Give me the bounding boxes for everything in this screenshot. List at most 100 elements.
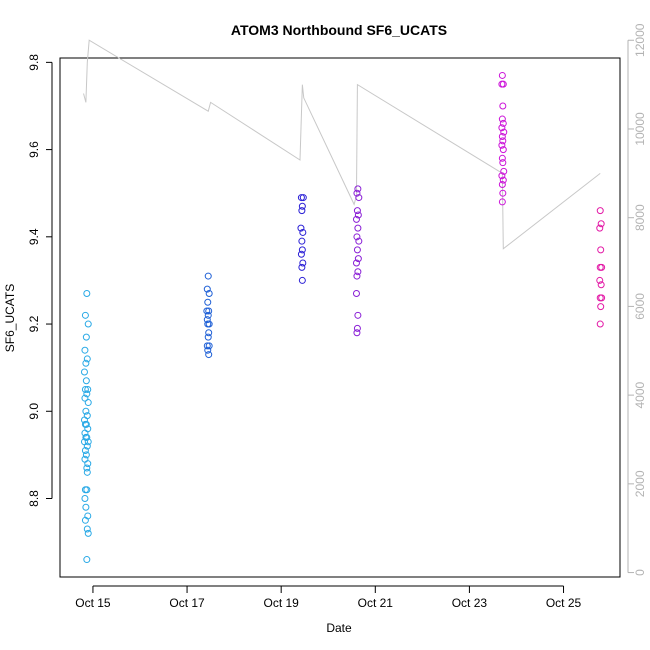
- data-point: [498, 141, 506, 149]
- y-tick-label: 9.6: [27, 141, 41, 158]
- data-point: [204, 311, 212, 319]
- data-point: [297, 194, 305, 202]
- data-point: [81, 346, 89, 354]
- plot-frame: [59, 57, 621, 578]
- data-point: [299, 228, 307, 236]
- data-point: [354, 311, 362, 319]
- x-tick-label: Oct 17: [169, 596, 205, 610]
- data-point: [596, 276, 604, 284]
- data-point: [81, 429, 89, 437]
- data-point: [204, 346, 212, 354]
- data-point: [353, 246, 361, 254]
- data-point: [498, 124, 506, 132]
- x-tick-label: Oct 21: [358, 596, 394, 610]
- data-point: [500, 128, 508, 136]
- y2-tick-label: 2000: [633, 470, 647, 497]
- secondary-line-path: [83, 39, 601, 250]
- data-point: [298, 276, 306, 284]
- data-point: [355, 237, 363, 245]
- data-point: [353, 207, 361, 215]
- data-point: [81, 311, 89, 319]
- x-tick-label: Oct 19: [263, 596, 299, 610]
- data-point: [83, 525, 91, 533]
- y-axis-label: SF6_UCATS: [3, 284, 17, 352]
- data-point: [81, 447, 89, 455]
- data-point: [84, 320, 92, 328]
- y-tick-label: 8.8: [27, 490, 41, 507]
- x-tick-label: Oct 23: [452, 596, 488, 610]
- data-point: [298, 263, 306, 271]
- data-point: [354, 268, 362, 276]
- data-point: [354, 255, 362, 263]
- data-point: [499, 176, 507, 184]
- data-point: [82, 451, 90, 459]
- data-point: [499, 80, 507, 88]
- y2-tick-label: 8000: [633, 204, 647, 231]
- data-point: [354, 224, 362, 232]
- data-point: [82, 407, 90, 415]
- data-point: [298, 207, 306, 215]
- data-point: [498, 115, 506, 123]
- data-point: [498, 198, 506, 206]
- y2-axis-right: 0 2000 4000 6000 8000 10000 12000: [627, 23, 647, 576]
- data-point: [205, 351, 213, 359]
- y2-tick-label: 4000: [633, 381, 647, 408]
- x-axis-label: Date: [326, 621, 352, 635]
- data-point: [597, 281, 605, 289]
- data-point: [353, 324, 361, 332]
- data-point: [84, 529, 92, 537]
- y-axis: 8.8 9.0 9.2 9.4 9.6 9.8: [27, 54, 53, 507]
- data-point: [299, 194, 307, 202]
- data-point: [204, 320, 212, 328]
- secondary-line: [83, 39, 601, 250]
- data-point: [352, 259, 360, 267]
- data-point: [499, 146, 507, 154]
- data-point: [598, 263, 606, 271]
- data-point: [498, 71, 506, 79]
- data-point: [203, 285, 211, 293]
- data-points: [80, 71, 606, 564]
- series-3: [297, 194, 307, 284]
- data-point: [205, 342, 213, 350]
- data-point: [80, 368, 88, 376]
- data-point: [354, 185, 362, 193]
- y2-tick-label: 10000: [633, 112, 647, 146]
- data-point: [205, 329, 213, 337]
- data-point: [204, 298, 212, 306]
- data-point: [353, 189, 361, 197]
- data-point: [298, 237, 306, 245]
- data-point: [597, 220, 605, 228]
- data-point: [297, 224, 305, 232]
- data-point: [500, 167, 508, 175]
- data-point: [355, 194, 363, 202]
- data-point: [83, 468, 91, 476]
- data-point: [499, 119, 507, 127]
- data-point: [498, 154, 506, 162]
- data-point: [596, 224, 604, 232]
- data-point: [82, 503, 90, 511]
- data-point: [298, 246, 306, 254]
- data-point: [354, 211, 362, 219]
- chart-title: ATOM3 Northbound SF6_UCATS: [231, 22, 447, 38]
- data-point: [353, 329, 361, 337]
- data-point: [299, 259, 307, 267]
- y-tick-label: 9.0: [27, 403, 41, 420]
- data-point: [297, 250, 305, 258]
- data-point: [596, 207, 604, 215]
- data-point: [596, 320, 604, 328]
- series-6: [596, 207, 606, 328]
- data-point: [499, 159, 507, 167]
- series-2: [203, 272, 213, 359]
- data-point: [82, 377, 90, 385]
- data-point: [83, 390, 91, 398]
- data-point: [84, 460, 92, 468]
- data-point: [81, 494, 89, 502]
- data-point: [81, 516, 89, 524]
- data-point: [203, 342, 211, 350]
- data-point: [353, 233, 361, 241]
- data-point: [204, 333, 212, 341]
- data-point: [83, 290, 91, 298]
- data-point: [203, 307, 211, 315]
- x-tick-label: Oct 25: [546, 596, 582, 610]
